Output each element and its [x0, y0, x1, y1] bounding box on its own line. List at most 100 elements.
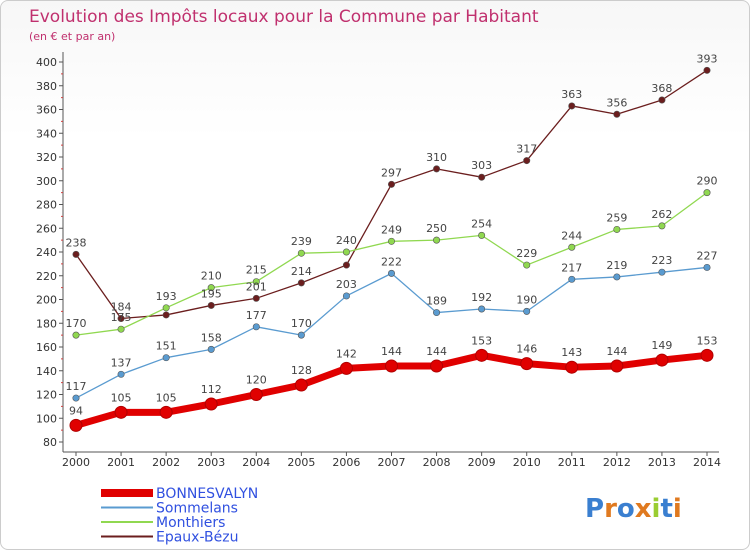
- legend-label: Monthiers: [156, 515, 225, 531]
- data-label: 227: [697, 249, 718, 262]
- data-point: [433, 236, 441, 244]
- x-tick-label: 2012: [603, 456, 631, 469]
- x-tick-label: 2004: [242, 456, 270, 469]
- data-point: [478, 305, 486, 313]
- chart-title: Evolution des Impôts locaux pour la Comm…: [29, 7, 539, 27]
- y-tick-label: 220: [36, 270, 57, 283]
- data-point: [568, 102, 576, 110]
- data-label: 144: [426, 345, 447, 358]
- data-label: 297: [381, 166, 402, 179]
- data-label: 259: [606, 211, 627, 224]
- data-label: 229: [516, 247, 537, 260]
- data-label: 153: [697, 334, 718, 347]
- data-point: [703, 263, 711, 271]
- data-label: 310: [426, 151, 447, 164]
- series-sommelans: [72, 263, 711, 402]
- data-point: [613, 273, 621, 281]
- y-tick-label: 160: [36, 341, 57, 354]
- data-point: [297, 279, 305, 287]
- y-tick-label: 380: [36, 80, 57, 93]
- legend-label: Epaux-Bézu: [156, 530, 238, 546]
- data-point: [565, 360, 579, 374]
- data-label: 189: [426, 295, 447, 308]
- data-point: [159, 405, 173, 419]
- data-point: [385, 359, 398, 373]
- data-label: 149: [651, 339, 672, 352]
- data-point: [568, 275, 576, 283]
- data-label: 195: [201, 287, 222, 300]
- data-label: 356: [606, 96, 627, 109]
- data-point: [520, 357, 534, 371]
- data-labels: 238 184 195 201 214 297 310 303 317 363 356 368 393 1…: [66, 52, 718, 417]
- x-tick-label: 2011: [558, 456, 586, 469]
- data-label: 112: [201, 383, 222, 396]
- data-point: [207, 345, 215, 353]
- data-label: 105: [156, 391, 177, 404]
- data-label: 175: [111, 311, 132, 324]
- legend-label: Sommelans: [156, 501, 238, 517]
- y-tick-label: 340: [36, 127, 57, 140]
- data-point: [523, 261, 531, 269]
- data-label: 170: [291, 317, 312, 330]
- data-point: [658, 222, 666, 230]
- proxiti-logo: Proxiti: [585, 494, 682, 524]
- x-tick-label: 2014: [693, 456, 721, 469]
- data-point: [475, 348, 489, 362]
- data-label: 244: [561, 229, 582, 242]
- data-label: 240: [336, 234, 357, 247]
- data-point: [162, 304, 170, 312]
- y-tick-label: 280: [36, 199, 57, 212]
- data-label: 143: [561, 346, 582, 359]
- x-tick-label: 2006: [332, 456, 360, 469]
- data-point: [523, 307, 531, 315]
- y-tick-label: 80: [43, 436, 57, 449]
- x-tick-label: 2001: [107, 456, 135, 469]
- data-label: 290: [697, 175, 718, 188]
- data-point: [252, 323, 260, 331]
- data-label: 142: [336, 347, 357, 360]
- data-point: [72, 394, 80, 402]
- chart-subtitle: (en € et par an): [29, 30, 115, 43]
- series-monthiers: [72, 189, 711, 339]
- data-point: [249, 388, 263, 401]
- data-label: 193: [156, 290, 177, 303]
- data-label: 177: [246, 309, 267, 322]
- data-point: [204, 397, 218, 411]
- data-point: [387, 237, 395, 245]
- data-point: [342, 292, 350, 300]
- data-point: [523, 157, 531, 165]
- data-label: 128: [291, 364, 312, 377]
- data-point: [610, 359, 624, 373]
- series-line: [75, 266, 708, 399]
- x-tick-label: 2005: [287, 456, 315, 469]
- x-tick-label: 2002: [152, 456, 180, 469]
- data-point: [297, 249, 305, 257]
- data-point: [294, 378, 308, 392]
- x-tick-label: 2003: [197, 456, 225, 469]
- x-tick-label: 2009: [468, 456, 496, 469]
- data-label: 215: [246, 264, 267, 277]
- data-point: [72, 331, 80, 339]
- data-point: [342, 248, 350, 256]
- data-label: 393: [697, 52, 718, 65]
- y-tick-label: 320: [36, 151, 57, 164]
- data-label: 254: [471, 217, 492, 230]
- data-label: 190: [516, 293, 537, 306]
- data-label: 144: [381, 345, 402, 358]
- data-label: 217: [561, 261, 582, 274]
- data-label: 249: [381, 223, 402, 236]
- y-tick-label: 360: [36, 104, 57, 117]
- data-point: [252, 278, 260, 286]
- y-tick-label: 300: [36, 175, 57, 188]
- data-label: 170: [66, 317, 87, 330]
- data-point: [613, 110, 621, 118]
- y-tick-label: 400: [36, 56, 57, 69]
- data-label: 219: [606, 259, 627, 272]
- data-point: [655, 353, 669, 367]
- data-point: [117, 325, 125, 333]
- data-label: 201: [246, 280, 267, 293]
- data-point: [478, 173, 486, 181]
- data-point: [162, 354, 170, 362]
